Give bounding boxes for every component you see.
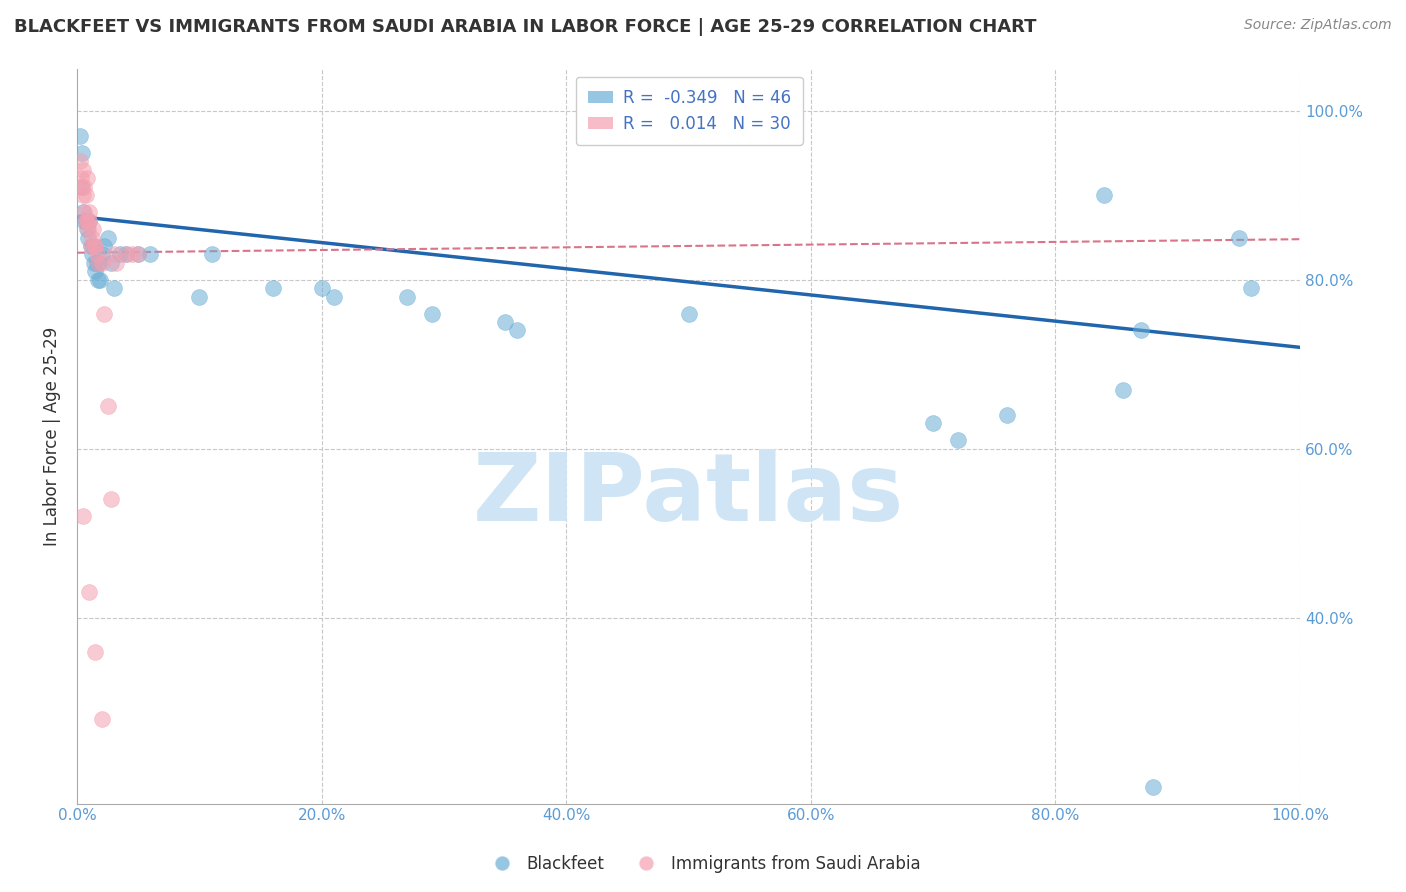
Point <box>72 509 94 524</box>
Point <box>93 307 115 321</box>
Point <box>77 230 100 244</box>
Point <box>90 712 112 726</box>
Point <box>311 281 333 295</box>
Point <box>73 179 96 194</box>
Point <box>506 323 529 337</box>
Point <box>127 247 149 261</box>
Point <box>1130 323 1153 337</box>
Point <box>82 222 104 236</box>
Point <box>89 273 111 287</box>
Point <box>1240 281 1263 295</box>
Point <box>75 188 97 202</box>
Point <box>995 408 1018 422</box>
Point <box>79 205 101 219</box>
Point <box>100 492 122 507</box>
Point <box>73 205 96 219</box>
Point <box>79 213 101 227</box>
Point <box>322 290 344 304</box>
Point <box>69 129 91 144</box>
Point <box>262 281 284 295</box>
Point <box>70 179 93 194</box>
Point <box>84 644 107 658</box>
Point <box>80 230 103 244</box>
Point <box>83 256 105 270</box>
Point <box>494 315 516 329</box>
Point <box>76 213 98 227</box>
Point <box>188 290 211 304</box>
Point <box>72 205 94 219</box>
Point <box>121 247 143 261</box>
Point <box>69 154 91 169</box>
Point <box>87 273 110 287</box>
Point <box>201 247 224 261</box>
Text: Source: ZipAtlas.com: Source: ZipAtlas.com <box>1244 18 1392 32</box>
Point <box>86 247 108 261</box>
Point <box>83 239 105 253</box>
Point <box>127 247 149 261</box>
Point <box>922 417 945 431</box>
Legend: R =  -0.349   N = 46, R =   0.014   N = 30: R = -0.349 N = 46, R = 0.014 N = 30 <box>576 77 803 145</box>
Point <box>139 247 162 261</box>
Point <box>420 307 443 321</box>
Point <box>97 400 120 414</box>
Point <box>87 256 110 270</box>
Point <box>115 247 138 261</box>
Point <box>1227 230 1250 244</box>
Text: ZIPatlas: ZIPatlas <box>472 449 904 541</box>
Point <box>1092 188 1115 202</box>
Point <box>90 256 112 270</box>
Point <box>103 281 125 295</box>
Point <box>115 247 138 261</box>
Point <box>79 239 101 253</box>
Point <box>97 230 120 244</box>
Point <box>80 247 103 261</box>
Point <box>73 213 96 227</box>
Point <box>90 247 112 261</box>
Point <box>69 179 91 194</box>
Point <box>100 256 122 270</box>
Point <box>79 213 101 227</box>
Point <box>77 222 100 236</box>
Point <box>82 239 104 253</box>
Point <box>105 256 128 270</box>
Point <box>75 213 97 227</box>
Point <box>72 188 94 202</box>
Point <box>396 290 419 304</box>
Point <box>79 585 101 599</box>
Point <box>84 239 107 253</box>
Point <box>93 239 115 253</box>
Point <box>76 171 98 186</box>
Text: BLACKFEET VS IMMIGRANTS FROM SAUDI ARABIA IN LABOR FORCE | AGE 25-29 CORRELATION: BLACKFEET VS IMMIGRANTS FROM SAUDI ARABI… <box>14 18 1036 36</box>
Point <box>678 307 700 321</box>
Point <box>69 171 91 186</box>
Y-axis label: In Labor Force | Age 25-29: In Labor Force | Age 25-29 <box>44 326 60 546</box>
Point <box>1112 383 1135 397</box>
Point <box>87 256 110 270</box>
Point <box>946 434 969 448</box>
Point <box>75 213 97 227</box>
Point <box>86 256 108 270</box>
Point <box>1142 780 1164 794</box>
Point <box>103 247 125 261</box>
Point <box>84 264 107 278</box>
Point <box>70 146 93 161</box>
Point <box>72 162 94 177</box>
Point <box>79 239 101 253</box>
Legend: Blackfeet, Immigrants from Saudi Arabia: Blackfeet, Immigrants from Saudi Arabia <box>478 848 928 880</box>
Point <box>76 222 98 236</box>
Point <box>108 247 131 261</box>
